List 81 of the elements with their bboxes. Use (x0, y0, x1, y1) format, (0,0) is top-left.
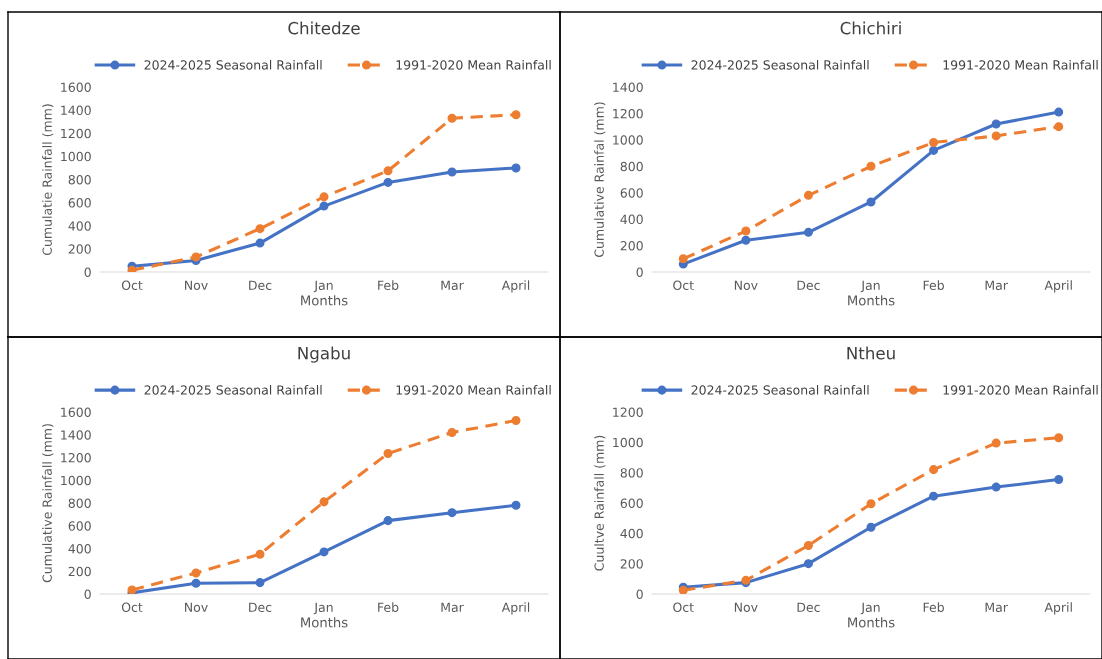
y-tick-label: 1400 (61, 430, 91, 440)
x-tick-label: Nov (185, 602, 208, 613)
x-tick-label: Dec (797, 280, 820, 291)
y-tick-label: 400 (620, 528, 643, 539)
legend-label: 1991-2020 Mean Rainfall (396, 385, 551, 395)
chart-title: Chichiri (840, 21, 901, 35)
y-tick-label: 1200 (613, 407, 643, 417)
x-tick-label: Nov (185, 280, 208, 291)
chart-title: Ngabu (298, 346, 350, 363)
legend-label: 1991-2020 Mean Rainfall (396, 59, 551, 70)
x-tick-label: Oct (121, 280, 143, 291)
y-tick-label: 1600 (61, 407, 91, 417)
y-tick-label: 1200 (613, 108, 643, 119)
y-tick-label: 600 (620, 498, 643, 508)
y-tick-label: 400 (620, 214, 643, 225)
y-tick-label: 200 (620, 559, 643, 569)
y-tick-label: 400 (68, 221, 91, 231)
legend-label: 2024-2025 Seasonal Rainfall (691, 385, 869, 395)
x-tick-label: April (1044, 280, 1072, 293)
y-axis-title: Cuultve Rainfall (mm) (594, 435, 606, 571)
y-tick-label: 1400 (61, 105, 91, 116)
y-tick-label: 800 (620, 161, 643, 172)
y-tick-label: 200 (68, 244, 91, 254)
x-tick-label: Dec (797, 602, 820, 613)
y-tick-label: 800 (620, 468, 643, 478)
y-tick-label: 1200 (61, 452, 91, 463)
x-tick-label: Mar (441, 602, 464, 613)
y-tick-label: 0 (636, 267, 643, 277)
y-tick-label: 0 (636, 589, 643, 599)
x-axis-title: Months (848, 617, 895, 628)
x-tick-label: Feb (923, 280, 944, 291)
y-tick-label: 0 (84, 267, 91, 277)
y-tick-label: 1600 (61, 82, 91, 92)
y-tick-label: 1000 (61, 151, 91, 162)
y-axis-title: Cumulative Rainfal (mm) (594, 102, 606, 257)
y-tick-label: 200 (620, 241, 643, 251)
x-axis-title: Months (848, 295, 895, 306)
x-tick-label: Feb (378, 602, 399, 613)
x-tick-label: Jan (313, 602, 333, 615)
x-tick-label: Mar (985, 280, 1008, 291)
legend-label: 1991-2020 Mean Rainfall (943, 385, 1098, 395)
y-tick-label: 1200 (61, 128, 91, 139)
legend-label: 1991-2020 Mean Rainfall (943, 59, 1098, 70)
y-tick-label: 600 (68, 521, 91, 531)
x-tick-label: Nov (734, 280, 758, 291)
x-axis-title: Months (301, 617, 348, 628)
x-tick-label: Feb (378, 280, 399, 291)
x-axis-title: Months (301, 295, 348, 306)
y-axis-title: Cumulatie Rainfall (mm) (42, 104, 54, 256)
chart-title: Ntheu (847, 346, 895, 360)
y-tick-label: 1000 (613, 135, 643, 145)
x-tick-label: Mar (441, 280, 464, 291)
x-tick-label: Oct (121, 602, 143, 613)
y-axis-title: Cumulative Rainfall (mm) (42, 424, 54, 583)
x-tick-label: April (1044, 602, 1072, 615)
x-tick-label: Dec (249, 602, 272, 613)
chart-title: Chitedze (288, 21, 360, 35)
x-tick-label: April (501, 280, 530, 293)
y-tick-label: 600 (68, 198, 91, 208)
x-tick-label: Oct (673, 602, 694, 613)
x-tick-label: Mar (985, 602, 1008, 613)
legend-label: 2024-2025 Seasonal Rainfall (144, 59, 322, 70)
y-tick-label: 800 (68, 498, 91, 508)
y-tick-label: 400 (68, 543, 91, 554)
y-tick-label: 1000 (613, 437, 643, 448)
y-tick-label: 0 (84, 589, 91, 599)
legend-label: 2024-2025 Seasonal Rainfall (691, 59, 869, 70)
y-tick-label: 200 (68, 566, 91, 577)
y-tick-label: 1000 (61, 475, 91, 486)
x-tick-label: April (501, 602, 530, 615)
x-tick-label: Jan (860, 602, 880, 615)
y-tick-label: 600 (620, 188, 643, 198)
x-tick-label: Oct (673, 280, 694, 291)
y-tick-label: 800 (68, 174, 91, 185)
x-tick-label: Jan (860, 280, 880, 293)
x-tick-label: Jan (313, 280, 333, 293)
y-tick-label: 1400 (613, 82, 643, 92)
x-tick-label: Dec (249, 280, 272, 291)
x-tick-label: Feb (923, 602, 944, 613)
legend-label: 2024-2025 Seasonal Rainfall (144, 385, 322, 395)
x-tick-label: Nov (734, 602, 758, 613)
